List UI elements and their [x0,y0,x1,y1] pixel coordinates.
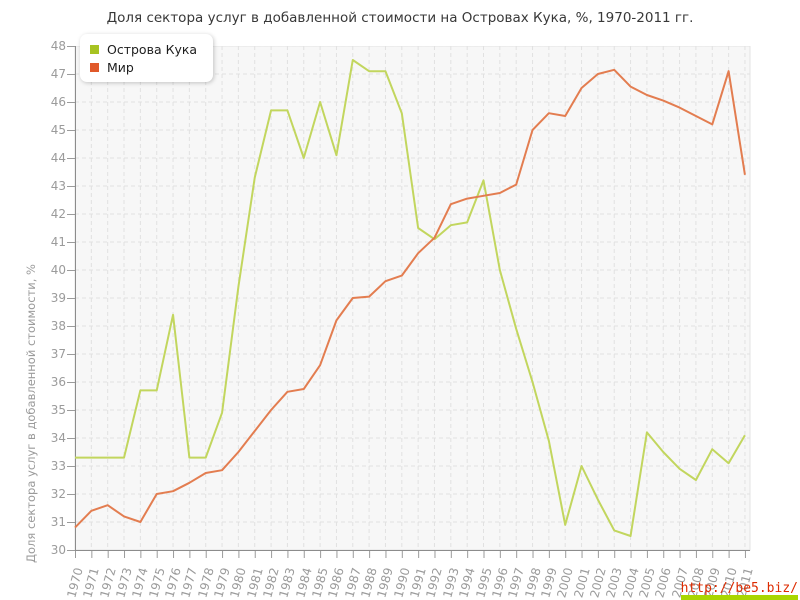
chart-title: Доля сектора услуг в добавленной стоимос… [106,10,694,26]
chart-svg [67,45,751,558]
y-tick-label: 37 [50,347,66,361]
y-tick-label: 38 [50,319,66,333]
y-tick-label: 44 [50,151,66,165]
legend: Острова Кука Мир [80,34,214,82]
y-tick-label: 40 [50,263,66,277]
y-tick-label: 41 [50,235,66,249]
legend-label: Мир [107,59,134,75]
y-tick-label: 39 [50,291,66,305]
y-tick-label: 33 [50,459,66,473]
legend-label: Острова Кука [107,41,198,57]
legend-marker-icon [90,62,99,72]
y-tick-label: 46 [50,95,66,109]
y-tick-label: 31 [50,515,66,529]
y-tick-label: 48 [50,39,66,53]
series-line-world[interactable] [74,68,746,529]
legend-marker-icon [90,44,99,54]
watermark-link[interactable]: http://be5.biz/ [680,582,798,600]
plot-area [67,45,751,560]
y-tick-label: 32 [50,487,66,501]
y-tick-label: 47 [50,67,66,81]
y-tick-label: 34 [50,431,66,445]
y-tick-label: 36 [50,375,66,389]
legend-item-cook-islands[interactable]: Острова Кука [90,40,197,58]
y-tick-label: 30 [50,543,66,557]
y-tick-label: 45 [50,123,66,137]
y-tick-label: 42 [50,207,66,221]
series-line-cook-islands[interactable] [75,59,746,537]
y-tick-label: 35 [50,403,66,417]
legend-item-world[interactable]: Мир [90,58,197,76]
y-tick-label: 43 [50,179,66,193]
